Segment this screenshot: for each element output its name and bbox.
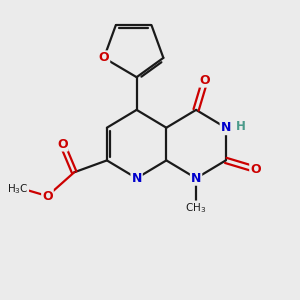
Text: O: O <box>99 51 109 64</box>
Text: O: O <box>200 74 210 87</box>
Text: H$_3$C: H$_3$C <box>7 182 28 196</box>
Text: N: N <box>131 172 142 185</box>
Text: CH$_3$: CH$_3$ <box>185 201 207 215</box>
Text: N: N <box>191 172 201 185</box>
Text: N: N <box>220 121 231 134</box>
Text: O: O <box>250 163 261 176</box>
Text: O: O <box>42 190 53 202</box>
Text: H: H <box>236 120 246 133</box>
Text: O: O <box>57 138 68 151</box>
